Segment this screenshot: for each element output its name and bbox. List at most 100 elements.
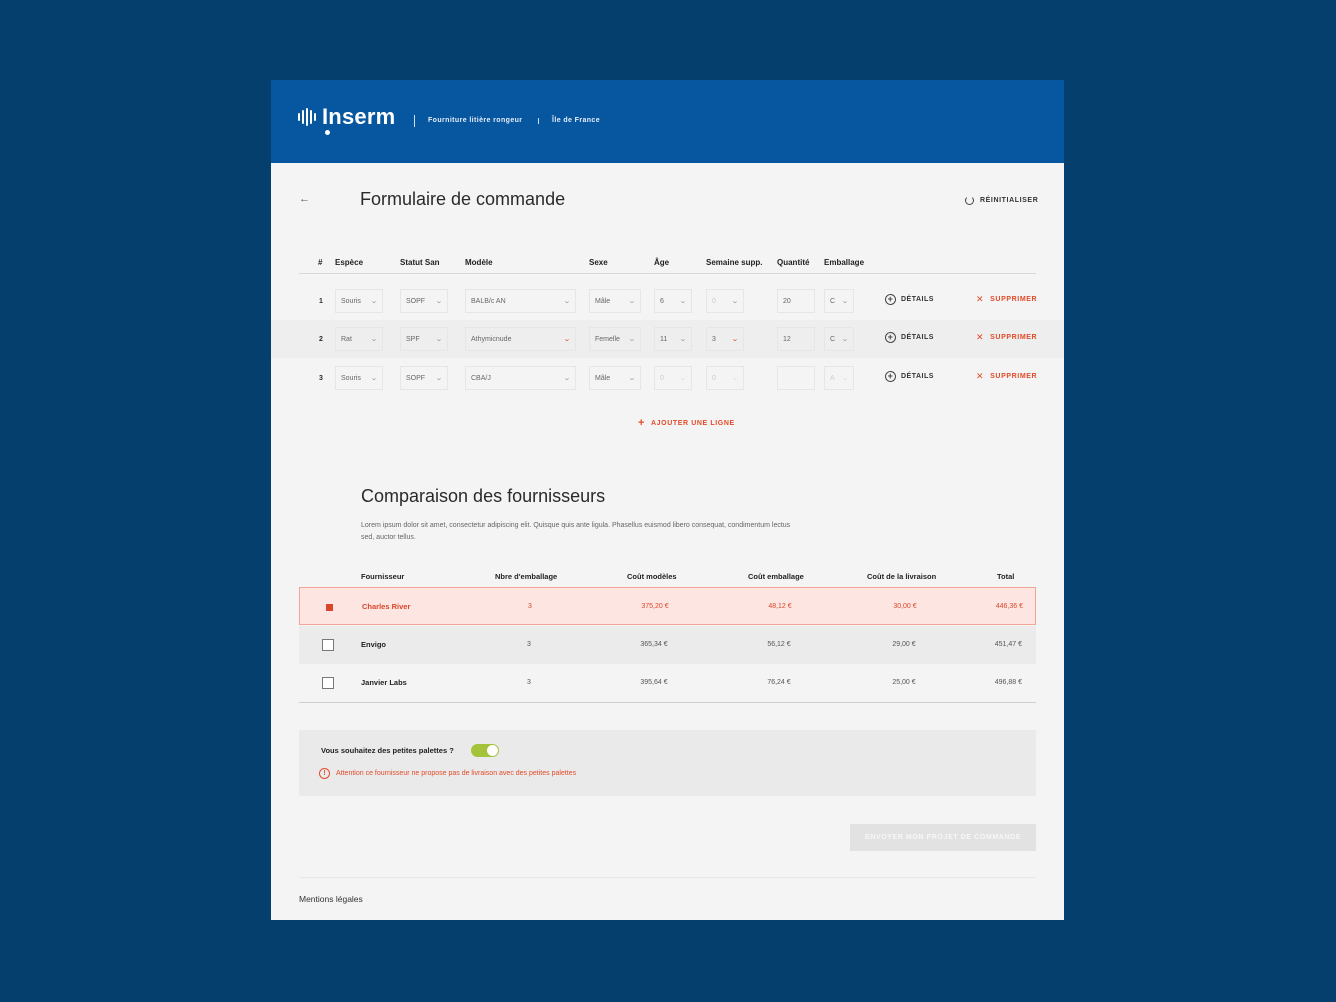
nb-emballage: 3: [528, 603, 532, 610]
order-row: 3 Souris ⌄ SOPF ⌄ CBA/J ⌄ Mâle ⌄ 0 ⌄ 0 ⌄ A ⌄ + D…: [271, 359, 1064, 397]
sexe-value: Mâle: [595, 298, 611, 305]
espece-value: Rat: [341, 336, 352, 343]
chevron-down-icon: ⌄: [370, 298, 378, 305]
emballage-select[interactable]: C ⌄: [824, 327, 854, 351]
logo-dot: [325, 130, 330, 135]
delete-label: SUPPRIMER: [990, 334, 1038, 341]
statut-select[interactable]: SPF ⌄: [400, 327, 448, 351]
cout-livraison: 30,00 €: [893, 603, 917, 610]
age-select[interactable]: 0 ⌄: [654, 366, 692, 390]
order-row: 2 Rat ⌄ SPF ⌄ Athymicnude ⌄ Femelle ⌄ 11 ⌄ 3 ⌄…: [271, 320, 1064, 358]
supplier-row[interactable]: Janvier Labs 3 395,64 € 76,24 € 25,00 € …: [299, 664, 1036, 702]
plus-circle-icon: +: [885, 371, 896, 382]
comparison-title: Comparaison des fournisseurs: [361, 486, 606, 506]
close-icon: ✕: [976, 371, 985, 381]
sexe-select[interactable]: Mâle ⌄: [589, 289, 641, 313]
espece-value: Souris: [341, 375, 361, 382]
total: 446,36 €: [995, 603, 1023, 610]
add-line-button[interactable]: + AJOUTER UNE LIGNE: [638, 418, 735, 429]
col-espece: Espèce: [335, 258, 364, 267]
row-number: 3: [319, 375, 323, 382]
cout-modeles: 375,20 €: [641, 603, 669, 610]
header-region: Île de France: [552, 117, 600, 124]
delete-button[interactable]: ✕ SUPPRIMER: [976, 332, 1037, 343]
modele-select[interactable]: Athymicnude ⌄: [465, 327, 576, 351]
col-quantite: Quantité: [777, 258, 810, 267]
palettes-panel: Vous souhaitez des petites palettes ? ! …: [299, 730, 1036, 796]
table-divider: [299, 273, 1036, 274]
comparison-description: Lorem ipsum dolor sit amet, consectetur …: [361, 522, 791, 541]
sexe-value: Mâle: [595, 375, 611, 382]
nb-emballage: 3: [527, 679, 531, 686]
quantite-value: 12: [783, 336, 791, 343]
col-sexe: Sexe: [589, 258, 608, 267]
total: 496,88 €: [994, 679, 1022, 686]
delete-button[interactable]: ✕ SUPPRIMER: [976, 371, 1037, 382]
age-select[interactable]: 6 ⌄: [654, 289, 692, 313]
palettes-question: Vous souhaitez des petites palettes ?: [321, 746, 454, 755]
quantite-input[interactable]: 20: [777, 289, 815, 313]
col-total: Total: [997, 572, 1015, 581]
col-cout-modeles: Coût modèles: [627, 572, 677, 581]
emballage-select[interactable]: C ⌄: [824, 289, 854, 313]
legal-link[interactable]: Mentions légales: [299, 894, 363, 904]
chevron-down-icon: ⌄: [679, 336, 687, 343]
modele-select[interactable]: BALB/c AN ⌄: [465, 289, 576, 313]
supplier-checkbox[interactable]: [323, 601, 335, 613]
modele-value: Athymicnude: [471, 336, 512, 343]
sexe-select[interactable]: Femelle ⌄: [589, 327, 641, 351]
submit-order-button[interactable]: ENVOYER MON PROJET DE COMMANDE: [850, 824, 1036, 851]
col-number: #: [318, 258, 323, 267]
supplier-name: Charles River: [362, 602, 411, 611]
supplier-row[interactable]: Charles River 3 375,20 € 48,12 € 30,00 €…: [299, 587, 1036, 625]
total: 451,47 €: [994, 641, 1022, 648]
modele-select[interactable]: CBA/J ⌄: [465, 366, 576, 390]
inserm-logo[interactable]: Inserm: [298, 104, 395, 135]
back-arrow-icon[interactable]: ←: [299, 193, 310, 205]
col-statut: Statut San: [400, 258, 440, 267]
logo-mark-icon: [298, 108, 316, 126]
statut-select[interactable]: SOPF ⌄: [400, 289, 448, 313]
cout-emballage: 48,12 €: [768, 603, 792, 610]
details-button[interactable]: + DÉTAILS: [885, 332, 934, 343]
chevron-down-icon: ⌄: [628, 298, 636, 305]
palettes-toggle[interactable]: [471, 744, 499, 757]
col-modele: Modèle: [465, 258, 493, 267]
statut-select[interactable]: SOPF ⌄: [400, 366, 448, 390]
footer-divider: [299, 877, 1036, 878]
sexe-select[interactable]: Mâle ⌄: [589, 366, 641, 390]
emballage-value: C: [830, 336, 836, 343]
palettes-warning: ! Attention ce fournisseur ne propose pa…: [319, 768, 576, 779]
cout-modeles: 395,64 €: [640, 679, 668, 686]
col-semaine: Semaine supp.: [706, 258, 763, 267]
details-button[interactable]: + DÉTAILS: [885, 294, 934, 305]
statut-value: SPF: [406, 336, 420, 343]
semaine-select[interactable]: 3 ⌄: [706, 327, 744, 351]
espece-select[interactable]: Souris ⌄: [335, 366, 383, 390]
statut-value: SOPF: [406, 375, 426, 382]
semaine-select[interactable]: 0 ⌄: [706, 289, 744, 313]
chevron-down-icon: ⌄: [679, 375, 687, 382]
supplier-row[interactable]: Envigo 3 365,34 € 56,12 € 29,00 € 451,47…: [299, 626, 1036, 664]
details-label: DÉTAILS: [901, 296, 934, 303]
quantite-input[interactable]: 12: [777, 327, 815, 351]
age-select[interactable]: 11 ⌄: [654, 327, 692, 351]
cout-emballage: 76,24 €: [767, 679, 791, 686]
chevron-down-icon: ⌄: [370, 375, 378, 382]
espece-select[interactable]: Souris ⌄: [335, 289, 383, 313]
plus-circle-icon: +: [885, 294, 896, 305]
chevron-down-icon: ⌄: [841, 375, 849, 382]
age-value: 0: [660, 375, 664, 382]
details-button[interactable]: + DÉTAILS: [885, 371, 934, 382]
emballage-select[interactable]: A ⌄: [824, 366, 854, 390]
close-icon: ✕: [976, 332, 985, 342]
semaine-select[interactable]: 0 ⌄: [706, 366, 744, 390]
delete-button[interactable]: ✕ SUPPRIMER: [976, 294, 1037, 305]
quantite-input[interactable]: [777, 366, 815, 390]
supplier-checkbox[interactable]: [322, 639, 334, 651]
supplier-checkbox[interactable]: [322, 677, 334, 689]
espece-select[interactable]: Rat ⌄: [335, 327, 383, 351]
chevron-down-icon: ⌄: [563, 375, 571, 382]
col-emballage: Emballage: [824, 258, 865, 267]
reset-button[interactable]: RÉINITIALISER: [965, 196, 1038, 205]
